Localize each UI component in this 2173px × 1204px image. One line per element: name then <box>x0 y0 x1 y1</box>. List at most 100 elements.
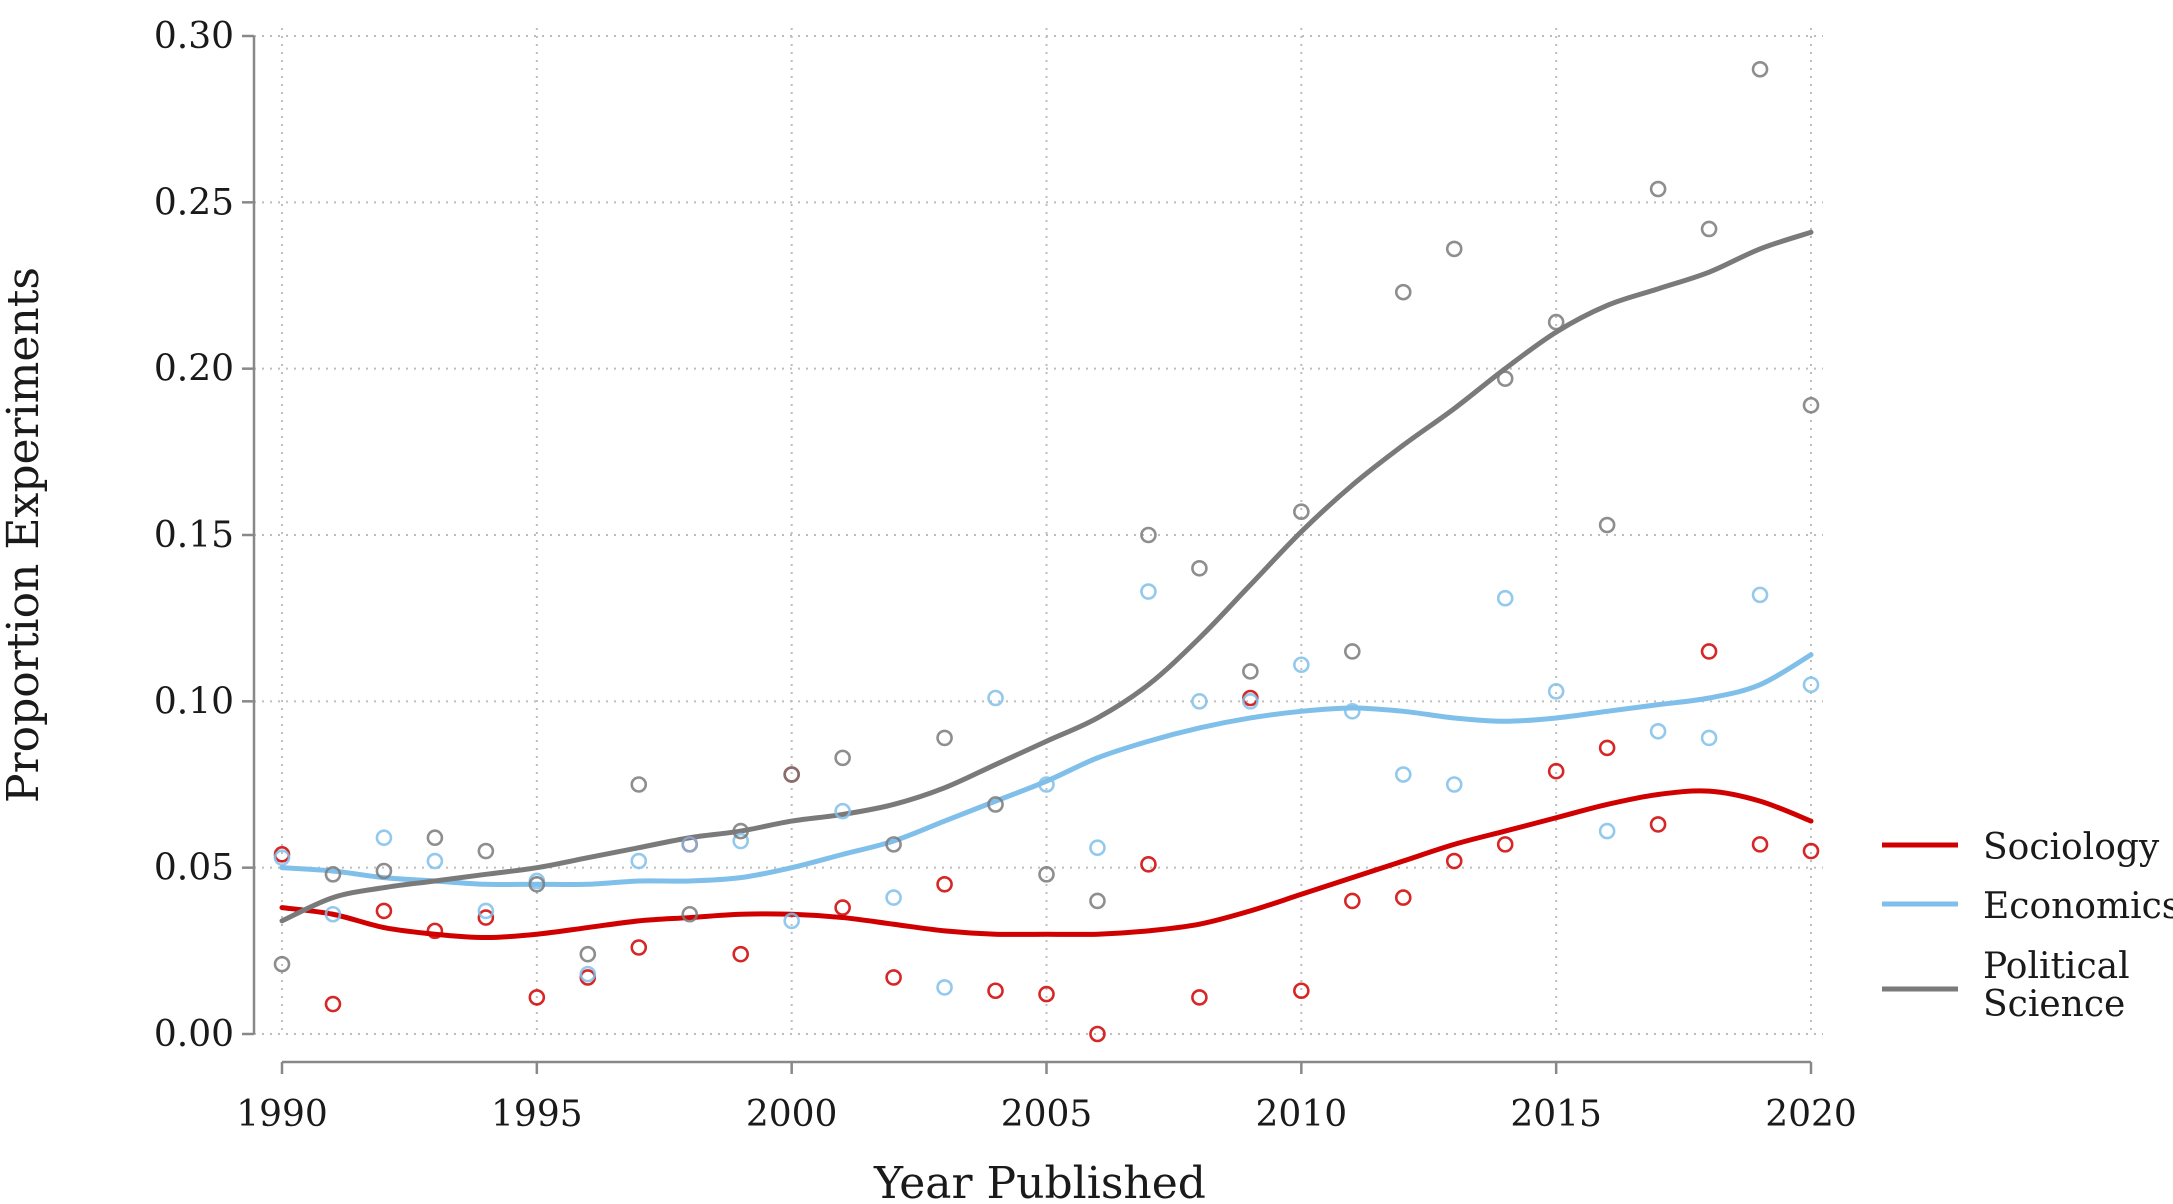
economics-point-2010 <box>1293 656 1310 674</box>
political-science-point-2018 <box>1700 220 1718 238</box>
legend-item-economics: Economics <box>1882 886 2173 927</box>
political-science-point-2003 <box>936 729 953 747</box>
legend-item-sociology: Sociology <box>1882 827 2160 868</box>
political-science-point-1993 <box>426 829 444 847</box>
economics-point-1996 <box>579 965 597 983</box>
x-tick-label-0: 1990 <box>236 1094 328 1135</box>
economics-trend-line <box>279 652 1814 888</box>
economics-point-2013 <box>1445 776 1463 793</box>
sociology-point-1993 <box>426 922 444 940</box>
political-science-point-1997 <box>630 776 648 793</box>
sociology-point-2002 <box>885 969 902 986</box>
political-science-point-1994 <box>477 842 495 860</box>
legend-label-economics: Economics <box>1983 886 2173 927</box>
sociology-point-2005 <box>1038 985 1055 1003</box>
political-science-point-2014 <box>1496 370 1514 387</box>
economics-point-1999 <box>732 832 750 850</box>
political-science-point-1995 <box>528 875 546 893</box>
sociology-point-2003 <box>936 875 953 893</box>
sociology-point-2017 <box>1649 816 1667 833</box>
sociology-point-1992 <box>375 902 393 920</box>
economics-point-1990 <box>273 849 291 866</box>
x-tick-label-5: 2015 <box>1510 1094 1602 1135</box>
y-tick-label-4: 0.20 <box>154 349 234 390</box>
political-science-trend-line <box>279 229 1814 924</box>
political-science-point-2013 <box>1445 240 1463 258</box>
sociology-point-1994 <box>477 909 495 926</box>
political-science-point-2016 <box>1598 516 1616 534</box>
economics-point-2020 <box>1802 676 1820 694</box>
x-tick-label-1: 1995 <box>491 1094 583 1135</box>
sociology-point-1991 <box>324 995 342 1013</box>
sociology-point-2014 <box>1496 836 1514 853</box>
y-tick-label-3: 0.15 <box>154 515 234 556</box>
political-science-point-2020 <box>1802 396 1820 414</box>
x-axis-title: Year Published <box>873 1158 1206 1204</box>
sociology-point-2018 <box>1700 643 1718 660</box>
economics-point-2019 <box>1751 586 1769 604</box>
political-science-point-1991 <box>324 866 342 883</box>
political-science-point-2008 <box>1191 559 1208 577</box>
x-tick-label-6: 2020 <box>1765 1094 1857 1135</box>
political-science-point-2005 <box>1038 866 1055 883</box>
y-tick-label-5: 0.25 <box>154 182 234 223</box>
y-axis-title: Proportion Experiments <box>0 267 49 803</box>
sociology-point-2004 <box>987 982 1004 1000</box>
sociology-point-2019 <box>1751 836 1769 853</box>
y-tick-label-0: 0.00 <box>154 1014 234 1055</box>
economics-point-1998 <box>681 836 699 853</box>
sociology-point-1995 <box>528 989 546 1006</box>
sociology-point-2016 <box>1598 739 1616 757</box>
tick-labels: 0.00 0.05 0.10 0.15 0.20 0.25 0.30 1990 1995 2000… <box>154 16 1857 1135</box>
economics-point-2001 <box>834 802 851 820</box>
sociology-point-1999 <box>732 945 750 963</box>
sociology-point-2010 <box>1293 982 1310 1000</box>
political-science-point-2000 <box>783 766 800 783</box>
economics-point-2006 <box>1089 839 1106 857</box>
political-science-point-1996 <box>579 945 597 963</box>
political-science-point-2009 <box>1242 663 1259 680</box>
axes <box>242 34 1813 1074</box>
political-science-point-2017 <box>1649 180 1667 198</box>
economics-point-2011 <box>1344 703 1361 720</box>
economics-point-2012 <box>1394 766 1412 783</box>
economics-point-2016 <box>1598 822 1616 840</box>
economics-point-1992 <box>375 829 393 847</box>
sociology-trend-line <box>279 788 1814 941</box>
legend: Sociology Economics Political Science <box>1882 827 2173 1025</box>
economics-point-2004 <box>987 689 1004 707</box>
political-science-point-2019 <box>1751 60 1769 78</box>
economics-point-2003 <box>936 979 953 996</box>
economics-point-2018 <box>1700 729 1718 747</box>
y-tick-label-1: 0.05 <box>154 848 234 889</box>
economics-point-2017 <box>1649 722 1667 740</box>
political-science-point-2006 <box>1089 892 1106 910</box>
political-science-point-2012 <box>1394 283 1412 301</box>
sociology-point-2013 <box>1445 852 1463 870</box>
y-tick-label-2: 0.10 <box>154 681 234 722</box>
political-science-point-2001 <box>834 749 851 767</box>
sociology-point-2007 <box>1140 856 1157 873</box>
economics-point-2005 <box>1038 776 1055 793</box>
legend-label-political-science: Political Science <box>1983 946 2130 1025</box>
political-science-point-2015 <box>1547 313 1565 331</box>
economics-point-2015 <box>1547 683 1565 700</box>
legend-item-political-science: Political Science <box>1882 946 2130 1025</box>
economics-point-1991 <box>324 905 342 923</box>
sociology-point-2008 <box>1191 989 1208 1006</box>
political-science-point-2004 <box>987 796 1004 813</box>
sociology-point-2011 <box>1344 892 1361 910</box>
sociology-point-1997 <box>630 939 648 956</box>
economics-point-2014 <box>1496 589 1514 607</box>
legend-label-sociology: Sociology <box>1983 827 2160 868</box>
economics-point-1994 <box>477 902 495 920</box>
economics-point-1997 <box>630 852 648 870</box>
economics-point-1993 <box>426 852 444 870</box>
sociology-point-2006 <box>1089 1025 1106 1043</box>
x-tick-label-4: 2010 <box>1256 1094 1348 1135</box>
political-science-point-2010 <box>1293 503 1310 521</box>
political-science-point-2007 <box>1140 526 1157 544</box>
political-science-point-1992 <box>375 862 393 880</box>
sociology-point-2012 <box>1394 889 1412 906</box>
